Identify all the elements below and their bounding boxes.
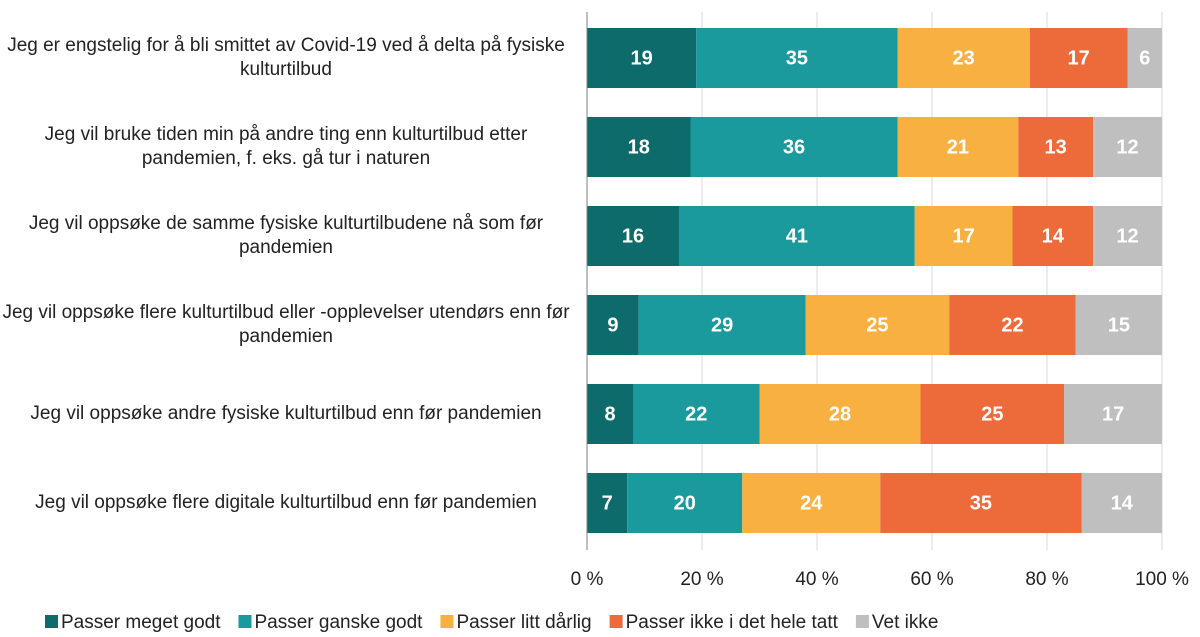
x-tick-label: 40 % [795,569,838,590]
bar-segment [897,28,1030,88]
data-label: 9 [607,314,618,336]
bar-segment [1029,28,1128,88]
legend-label: Passer ganske godt [254,612,423,633]
data-label: 36 [783,136,805,158]
bar-segment [1081,473,1162,533]
bar-segment [1093,206,1162,266]
legend-swatch [45,615,58,628]
bar-segment [587,28,697,88]
x-tick-label: 0 % [571,569,604,590]
data-label: 13 [1045,136,1067,158]
data-label: 12 [1116,136,1138,158]
x-tick-label: 20 % [680,569,723,590]
data-label: 17 [1102,403,1124,425]
x-tick-label: 80 % [1025,569,1068,590]
data-label: 17 [1068,47,1090,69]
legend-swatch [855,615,869,628]
bar-segment [1018,117,1093,177]
data-label: 21 [947,136,969,158]
data-label: 23 [953,47,975,69]
data-label: 22 [685,403,707,425]
bar-segment [1127,28,1162,88]
category-label: Jeg vil oppsøke andre fysiske kulturtilb… [30,403,542,424]
legend-swatch [609,615,623,628]
bar-segment [587,295,639,355]
bar-segment [914,206,1013,266]
bar-segment [587,384,633,444]
data-label: 7 [602,492,613,514]
bar-segment [587,206,679,266]
data-label: 8 [604,403,615,425]
data-label: 25 [866,314,888,336]
bar-segment [587,473,628,533]
data-label: 14 [1042,225,1065,247]
x-tick-label: 60 % [910,569,953,590]
data-label: 20 [674,492,696,514]
bar-segment [897,117,1019,177]
data-label: 19 [631,47,653,69]
category-label: Jeg vil bruke tiden min på andre ting en… [44,124,528,169]
bar-segment [920,384,1065,444]
bar-segment [805,295,950,355]
data-label: 14 [1111,492,1134,514]
data-label: 6 [1139,47,1150,69]
legend-label: Vet ikke [872,612,939,633]
data-label: 35 [786,47,808,69]
bar-segment [627,473,743,533]
data-label: 25 [981,403,1003,425]
bar-segment [1075,295,1162,355]
legend-swatch [238,615,252,628]
bar-segment [696,28,898,88]
bar-segment [742,473,881,533]
data-label: 16 [622,225,644,247]
bar-segment [1064,384,1162,444]
data-label: 18 [628,136,650,158]
bar-segment [679,206,915,266]
x-tick-label: 100 % [1135,569,1189,590]
legend-label: Passer litt dårlig [456,612,591,633]
bar-segment [1012,206,1093,266]
legend-label: Passer ikke i det hele tatt [626,612,839,633]
data-label: 29 [711,314,733,336]
bar-segment [638,295,806,355]
category-label: Jeg vil oppsøke flere kulturtilbud eller… [2,302,570,347]
category-label: Jeg vil oppsøke de samme fysiske kulturt… [28,213,544,258]
bar-segment [633,384,760,444]
bar-segment [690,117,898,177]
data-label: 15 [1108,314,1130,336]
data-label: 12 [1116,225,1138,247]
data-label: 28 [829,403,851,425]
bar-segment [880,473,1082,533]
category-label: Jeg er engstelig for å bli smittet av Co… [7,35,565,80]
data-label: 24 [800,492,823,514]
bar-segment [587,117,691,177]
legend-label: Passer meget godt [61,612,221,633]
bar-segment [1093,117,1162,177]
data-label: 17 [953,225,975,247]
data-label: 35 [970,492,992,514]
bar-segment [949,295,1076,355]
data-label: 22 [1001,314,1023,336]
category-label: Jeg vil oppsøke flere digitale kulturtil… [35,492,537,513]
legend-swatch [440,615,454,628]
bar-segment [759,384,921,444]
data-label: 41 [786,225,808,247]
